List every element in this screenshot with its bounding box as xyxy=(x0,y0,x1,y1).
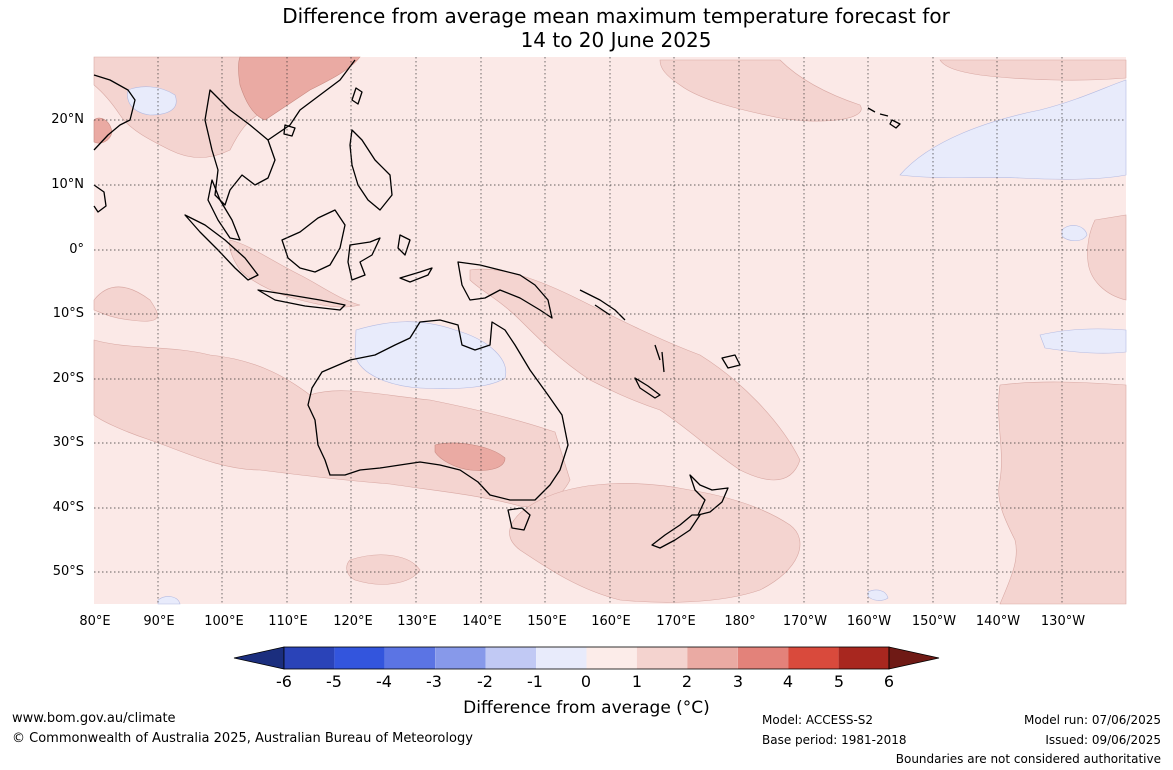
lat-label-30s: 30°S xyxy=(52,435,84,450)
lon-label-80e: 80°E xyxy=(79,614,111,629)
map-title: Difference from average mean maximum tem… xyxy=(0,4,1173,52)
boundaries-disclaimer: Boundaries are not considered authoritat… xyxy=(895,752,1161,766)
colorbar-tick: 4 xyxy=(782,672,794,691)
colorbar-tick: 6 xyxy=(883,672,895,691)
taiwan-coastline xyxy=(351,87,363,105)
colorbar-tick: -3 xyxy=(426,672,442,691)
lat-label-40s: 40°S xyxy=(52,500,84,515)
colorbar-tick: -6 xyxy=(276,672,292,691)
new-zealand-north-coastline xyxy=(689,474,729,516)
hawaii-coastline xyxy=(867,107,901,129)
lon-label-170e: 170°E xyxy=(656,614,696,629)
model-run-date: Model run: 07/06/2025 xyxy=(1023,713,1161,727)
lat-label-0: 0° xyxy=(69,242,84,257)
anomaly-regions-cool xyxy=(127,79,1127,605)
copyright-text: © Commonwealth of Australia 2025, Austra… xyxy=(12,731,473,746)
colorbar-tick: -5 xyxy=(326,672,342,691)
lon-label-100e: 100°E xyxy=(204,614,244,629)
colorbar-cell xyxy=(636,647,688,669)
solomon-islands-coastline xyxy=(579,289,626,321)
title-line-2: 14 to 20 June 2025 xyxy=(520,28,712,52)
lon-label-130w: 130°W xyxy=(1040,614,1086,629)
lat-label-20n: 20°N xyxy=(51,112,84,127)
lon-label-160e: 160°E xyxy=(591,614,631,629)
lon-label-140e: 140°E xyxy=(462,614,502,629)
sulawesi-coastline xyxy=(347,237,381,281)
lon-label-180: 180° xyxy=(724,614,756,629)
sumatra-coastline xyxy=(184,214,259,281)
website-link[interactable]: www.bom.gov.au/climate xyxy=(12,711,176,726)
halmahera-coastline xyxy=(397,234,411,256)
lon-label-120e: 120°E xyxy=(333,614,373,629)
hainan-coastline xyxy=(283,124,296,137)
lon-label-110e: 110°E xyxy=(268,614,308,629)
temperature-anomaly-map xyxy=(93,56,1127,605)
colorbar-tick: 1 xyxy=(631,672,643,691)
lon-label-130e: 130°E xyxy=(397,614,437,629)
colorbar-extend-low xyxy=(233,646,285,670)
borneo-coastline xyxy=(281,209,346,273)
colorbar-cell xyxy=(435,647,486,669)
colorbar-cell xyxy=(536,647,587,669)
coastlines xyxy=(93,59,901,549)
colorbar-cell xyxy=(586,647,637,669)
colorbar xyxy=(233,646,940,670)
malay-peninsula-coastline xyxy=(207,179,241,241)
lon-label-140w: 140°W xyxy=(975,614,1021,629)
colorbar-cell xyxy=(334,647,385,669)
colorbar-tick: -2 xyxy=(477,672,493,691)
new-zealand-south-coastline xyxy=(651,514,701,549)
china-coastline xyxy=(267,59,356,141)
colorbar-tick: 3 xyxy=(732,672,744,691)
australia-coastline xyxy=(307,319,569,501)
lon-label-90e: 90°E xyxy=(143,614,175,629)
colorbar-title: Difference from average (°C) xyxy=(463,698,710,718)
vanuatu-coastline xyxy=(654,344,665,373)
fiji-coastline xyxy=(721,354,741,369)
tasmania-coastline xyxy=(507,507,531,531)
model-name: Model: ACCESS-S2 xyxy=(762,713,874,727)
colorbar-cells xyxy=(233,646,940,670)
colorbar-cell xyxy=(737,647,789,669)
timor-coastline xyxy=(399,267,433,283)
colorbar-cell xyxy=(284,647,335,669)
issued-date: Issued: 09/06/2025 xyxy=(1045,733,1161,747)
colorbar-tick: 5 xyxy=(833,672,845,691)
india-coastline xyxy=(93,74,136,151)
anomaly-regions-hot xyxy=(93,56,506,471)
colorbar-extend-high xyxy=(888,646,940,670)
lon-label-160w: 160°W xyxy=(846,614,892,629)
lon-label-150e: 150°E xyxy=(527,614,567,629)
lon-label-150w: 150°W xyxy=(911,614,957,629)
lat-label-10n: 10°N xyxy=(51,177,84,192)
colorbar-tick: -1 xyxy=(527,672,543,691)
base-period: Base period: 1981-2018 xyxy=(762,733,907,747)
colorbar-cell xyxy=(788,647,839,669)
anomaly-regions-warm xyxy=(93,56,1127,605)
lat-label-20s: 20°S xyxy=(52,371,84,386)
colorbar-tick: 2 xyxy=(681,672,693,691)
new-caledonia-coastline xyxy=(634,377,661,399)
colorbar-cell xyxy=(485,647,537,669)
sri-lanka-coastline xyxy=(93,184,107,213)
indochina-coastline xyxy=(204,89,276,206)
colorbar-tick: 0 xyxy=(580,672,592,691)
colorbar-tick: -4 xyxy=(376,672,392,691)
colorbar-cell xyxy=(838,647,889,669)
graticule xyxy=(94,57,1126,604)
colorbar-cell xyxy=(687,647,738,669)
java-coastline xyxy=(257,289,346,311)
lat-label-10s: 10°S xyxy=(52,306,84,321)
lon-label-170w: 170°W xyxy=(782,614,828,629)
title-line-1: Difference from average mean maximum tem… xyxy=(282,4,950,28)
colorbar-cell xyxy=(384,647,436,669)
lat-label-50s: 50°S xyxy=(52,564,84,579)
